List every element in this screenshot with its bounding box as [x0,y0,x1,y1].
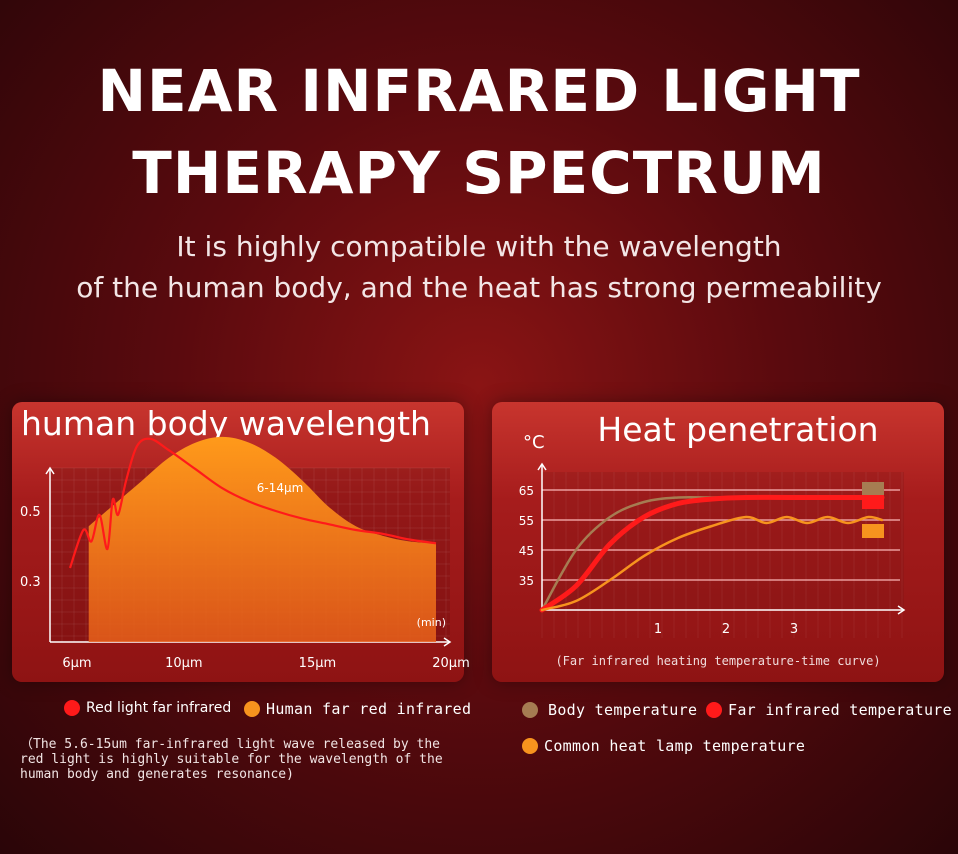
series-area-human [88,436,436,642]
x-tick-label: 20μm [432,656,469,671]
wavelength-chart-title: human body wavelength [21,404,431,443]
series-line-far-infrared [539,494,885,613]
series-line-red-light [68,437,437,569]
end-marker-far-infrared [862,495,884,509]
x-unit-label: (min) [417,616,446,629]
legend-body-temp: Body temperature [522,701,697,719]
heat-panel: °C Heat penetration 65 55 45 35 1 2 3 (Far inf… [492,402,944,682]
legend-human: Human far red infrared [244,700,471,718]
subtitle-line2: of the human body, and the heat has stro… [76,271,882,304]
x-axis-arrow [897,605,906,615]
legend-label: Far infrared temperature [728,701,952,719]
wavelength-panel: human body wavelength 6-14μm 0.5 0.3 6μm 10μ… [12,402,470,682]
heat-chart: 65 55 45 35 1 2 3 [519,462,906,638]
footnote: （The 5.6-15um far-infrared light wave re… [20,737,443,782]
legend-label: Body temperature [548,701,698,719]
y-tick-label: 65 [519,484,534,498]
legend-dot-red [64,700,80,716]
y-tick-label: 35 [519,574,534,588]
y-axis-arrow [537,462,547,471]
page-title-line1: NEAR INFRARED LIGHT [97,57,861,125]
y-unit-label: °C [523,432,545,453]
legend-dot-orange [522,738,538,754]
heat-chart-caption: (Far infrared heating temperature-time c… [555,654,881,668]
end-marker-body-temp [862,482,884,496]
x-tick-label: 15μm [299,656,336,671]
legend-heat-lamp: Common heat lamp temperature [522,737,805,755]
x-tick-label: 3 [790,622,798,637]
x-axis-arrow [443,637,452,647]
legend-dot-red [706,702,722,718]
legend-dot-brown [522,702,538,718]
wavelength-chart: 6-14μm 0.5 0.3 6μm 10μm 15μm 20μm (min) [20,436,470,671]
heat-chart-title: Heat penetration [597,410,879,449]
y-tick-label: 45 [519,544,534,558]
legend-dot-orange [244,701,260,717]
y-axis-arrow [45,466,55,475]
peak-label: 6-14μm [257,481,304,495]
legend-label: Human far red infrared [266,700,472,718]
x-tick-label: 2 [722,622,730,637]
legend-far-infrared: Far infrared temperature [706,701,952,719]
legend-red-light: Red light far infrared [64,700,231,716]
series-line-heat-lamp [540,515,884,612]
x-tick-label: 1 [654,622,662,637]
page-title-line2: THERAPY SPECTRUM [132,139,826,207]
legend-label: Red light far infrared [86,700,232,716]
x-tick-label: 10μm [165,656,202,671]
end-marker-heat-lamp [862,524,884,538]
legend-label: Common heat lamp temperature [544,737,806,755]
y-tick-label: 0.3 [20,575,41,590]
x-tick-label: 6μm [62,656,91,671]
y-tick-label: 0.5 [20,505,41,520]
y-tick-label: 55 [519,514,534,528]
subtitle-line1: It is highly compatible with the wavelen… [176,230,782,263]
